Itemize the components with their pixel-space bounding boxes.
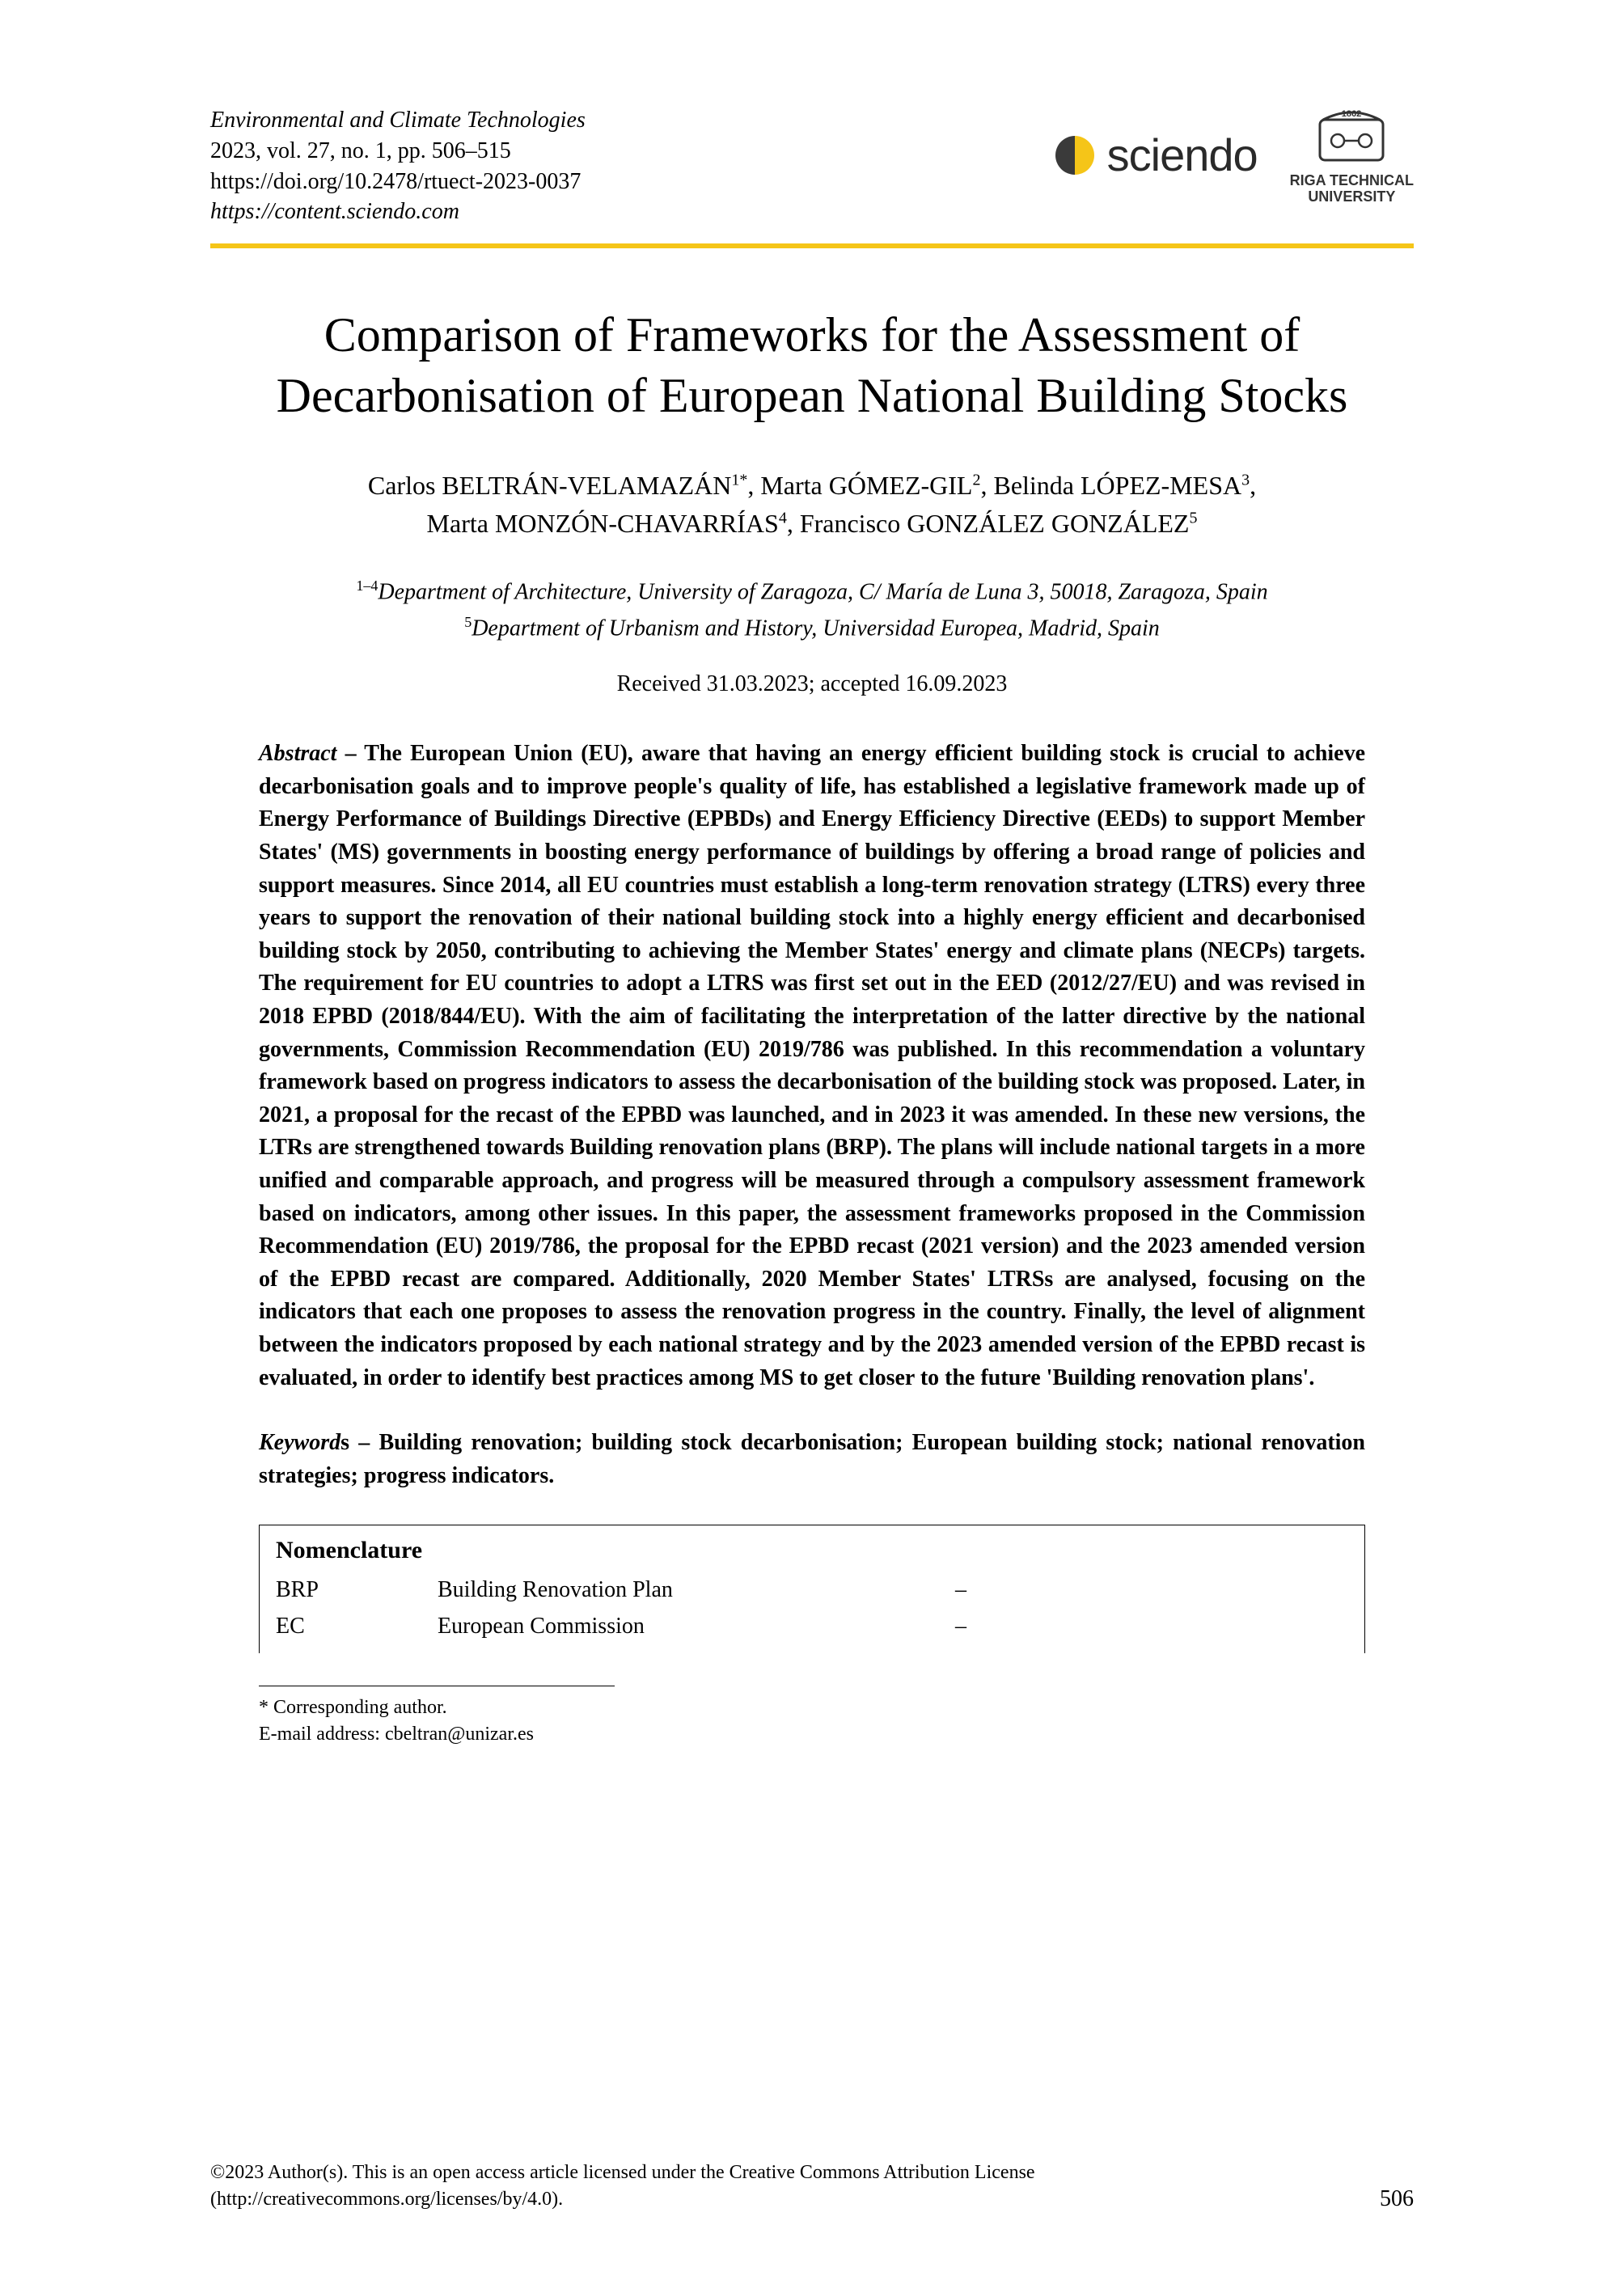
header-row: Environmental and Climate Technologies 2…: [210, 105, 1414, 227]
nomenclature-title: Nomenclature: [276, 1537, 1348, 1564]
author-2-sup: 2: [972, 472, 980, 489]
author-1-sup: 1*: [731, 472, 747, 489]
aff-1-sup: 1–4: [356, 577, 378, 594]
header-meta: Environmental and Climate Technologies 2…: [210, 105, 586, 227]
author-5-sup: 5: [1189, 509, 1197, 527]
affiliation-1: Department of Architecture, University o…: [378, 579, 1267, 604]
nomenclature-row: BRP Building Renovation Plan –: [276, 1572, 1348, 1609]
affiliation-2: Department of Urbanism and History, Univ…: [472, 616, 1160, 641]
paper-title: Comparison of Frameworks for the Assessm…: [210, 305, 1414, 426]
nom-abbr: BRP: [276, 1572, 438, 1609]
site-url[interactable]: https://content.sciendo.com: [210, 197, 586, 227]
svg-text:1862: 1862: [1342, 109, 1361, 119]
author-1: Carlos BELTRÁN-VELAMAZÁN: [368, 471, 731, 500]
nomenclature-box: Nomenclature BRP Building Renovation Pla…: [259, 1525, 1365, 1653]
authors: Carlos BELTRÁN-VELAMAZÁN1*, Marta GÓMEZ-…: [210, 467, 1414, 542]
abstract-label: Abstract: [259, 741, 336, 766]
sciendo-logo: sciendo: [1052, 129, 1258, 181]
nom-abbr: EC: [276, 1609, 438, 1645]
page: Environmental and Climate Technologies 2…: [0, 0, 1624, 2293]
nom-def: Building Renovation Plan: [438, 1572, 955, 1609]
journal-name: Environmental and Climate Technologies: [210, 105, 586, 136]
doi-link[interactable]: https://doi.org/10.2478/rtuect-2023-0037: [210, 167, 586, 197]
footnote-email: E-mail address: cbeltran@unizar.es: [259, 1721, 1365, 1749]
nom-dash: –: [955, 1609, 1348, 1645]
footnote-corresponding: * Corresponding author.: [259, 1694, 1365, 1722]
rtu-crest-icon: 1862: [1315, 105, 1388, 168]
citation-line: 2023, vol. 27, no. 1, pp. 506–515: [210, 136, 586, 167]
received-accepted: Received 31.03.2023; accepted 16.09.2023: [210, 671, 1414, 697]
nom-def: European Commission: [438, 1609, 955, 1645]
page-number: 506: [1380, 2186, 1414, 2212]
rtu-text-2: UNIVERSITY: [1308, 189, 1395, 205]
header-logos: sciendo 1862 RIGA TECHNICAL UNIVERSITY: [1052, 105, 1414, 205]
author-4-sup: 4: [779, 509, 787, 527]
footer: ©2023 Author(s). This is an open access …: [210, 2160, 1414, 2212]
copyright: ©2023 Author(s). This is an open access …: [210, 2160, 1181, 2212]
divider-rule: [210, 243, 1414, 248]
nom-dash: –: [955, 1572, 1348, 1609]
affiliations: 1–4Department of Architecture, Universit…: [210, 574, 1414, 647]
footnote: * Corresponding author. E-mail address: …: [259, 1694, 1365, 1749]
sciendo-icon: [1052, 133, 1097, 178]
sciendo-text: sciendo: [1107, 129, 1258, 181]
rtu-text-1: RIGA TECHNICAL: [1290, 173, 1414, 189]
aff-2-sup: 5: [464, 614, 472, 630]
keywords-label: Keyword: [259, 1430, 340, 1455]
keywords-body: Building renovation; building stock deca…: [259, 1430, 1365, 1488]
abstract: Abstract – The European Union (EU), awar…: [259, 738, 1365, 1394]
author-4: Marta MONZÓN-CHAVARRÍAS: [427, 509, 779, 538]
keywords: Keywords – Building renovation; building…: [259, 1427, 1365, 1492]
author-3-sup: 3: [1241, 472, 1250, 489]
nomenclature-row: EC European Commission –: [276, 1609, 1348, 1645]
rtu-logo: 1862 RIGA TECHNICAL UNIVERSITY: [1290, 105, 1414, 205]
abstract-body: The European Union (EU), aware that havi…: [259, 741, 1365, 1390]
